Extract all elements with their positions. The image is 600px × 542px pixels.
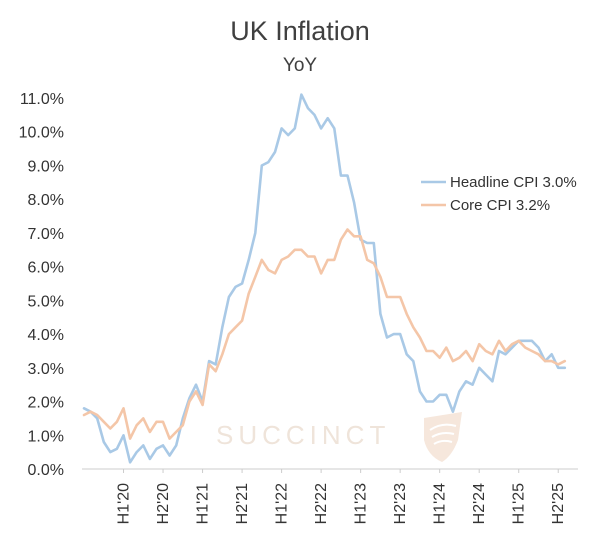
y-tick-label: 6.0%	[28, 260, 64, 277]
x-tick-label: H1'25	[511, 483, 528, 524]
legend-core-label: Core CPI 3.2%	[450, 197, 550, 214]
x-tick-label: H1'21	[195, 483, 212, 524]
y-tick-label: 4.0%	[28, 327, 64, 344]
y-tick-label: 10.0%	[19, 125, 64, 142]
x-tick-label: H2'24	[471, 483, 488, 524]
x-tick-label: H2'21	[234, 483, 251, 524]
chart-subtitle: YoY	[282, 55, 318, 76]
x-tick-label: H1'24	[432, 483, 449, 524]
watermark-text: SUCCINCT	[216, 420, 390, 450]
legend-headline-label: Headline CPI 3.0%	[450, 174, 577, 191]
y-tick-label: 1.0%	[28, 428, 64, 445]
y-tick-label: 8.0%	[28, 192, 64, 209]
x-tick-label: H2'20	[155, 483, 172, 524]
x-tick-label: H2'25	[550, 483, 567, 524]
x-tick-label: H1'23	[353, 483, 370, 524]
y-tick-label: 2.0%	[28, 395, 64, 412]
y-tick-label: 9.0%	[28, 158, 64, 175]
y-tick-label: 11.0%	[20, 91, 64, 108]
headline-cpi-line	[82, 93, 567, 464]
y-tick-label: 3.0%	[28, 361, 64, 378]
y-tick-label: 0.0%	[28, 462, 64, 479]
x-tick-label: H2'23	[392, 483, 409, 524]
watermark: SUCCINCT	[212, 403, 470, 462]
x-tick-label: H2'22	[313, 483, 330, 524]
x-tick-label: H1'20	[116, 483, 133, 524]
y-tick-label: 5.0%	[28, 293, 64, 310]
watermark-logo-icon	[424, 412, 462, 462]
y-tick-label: 7.0%	[28, 226, 64, 243]
core-cpi-line	[82, 228, 567, 440]
chart-title: UK Inflation	[230, 16, 370, 46]
x-tick-label: H1'22	[274, 483, 291, 524]
